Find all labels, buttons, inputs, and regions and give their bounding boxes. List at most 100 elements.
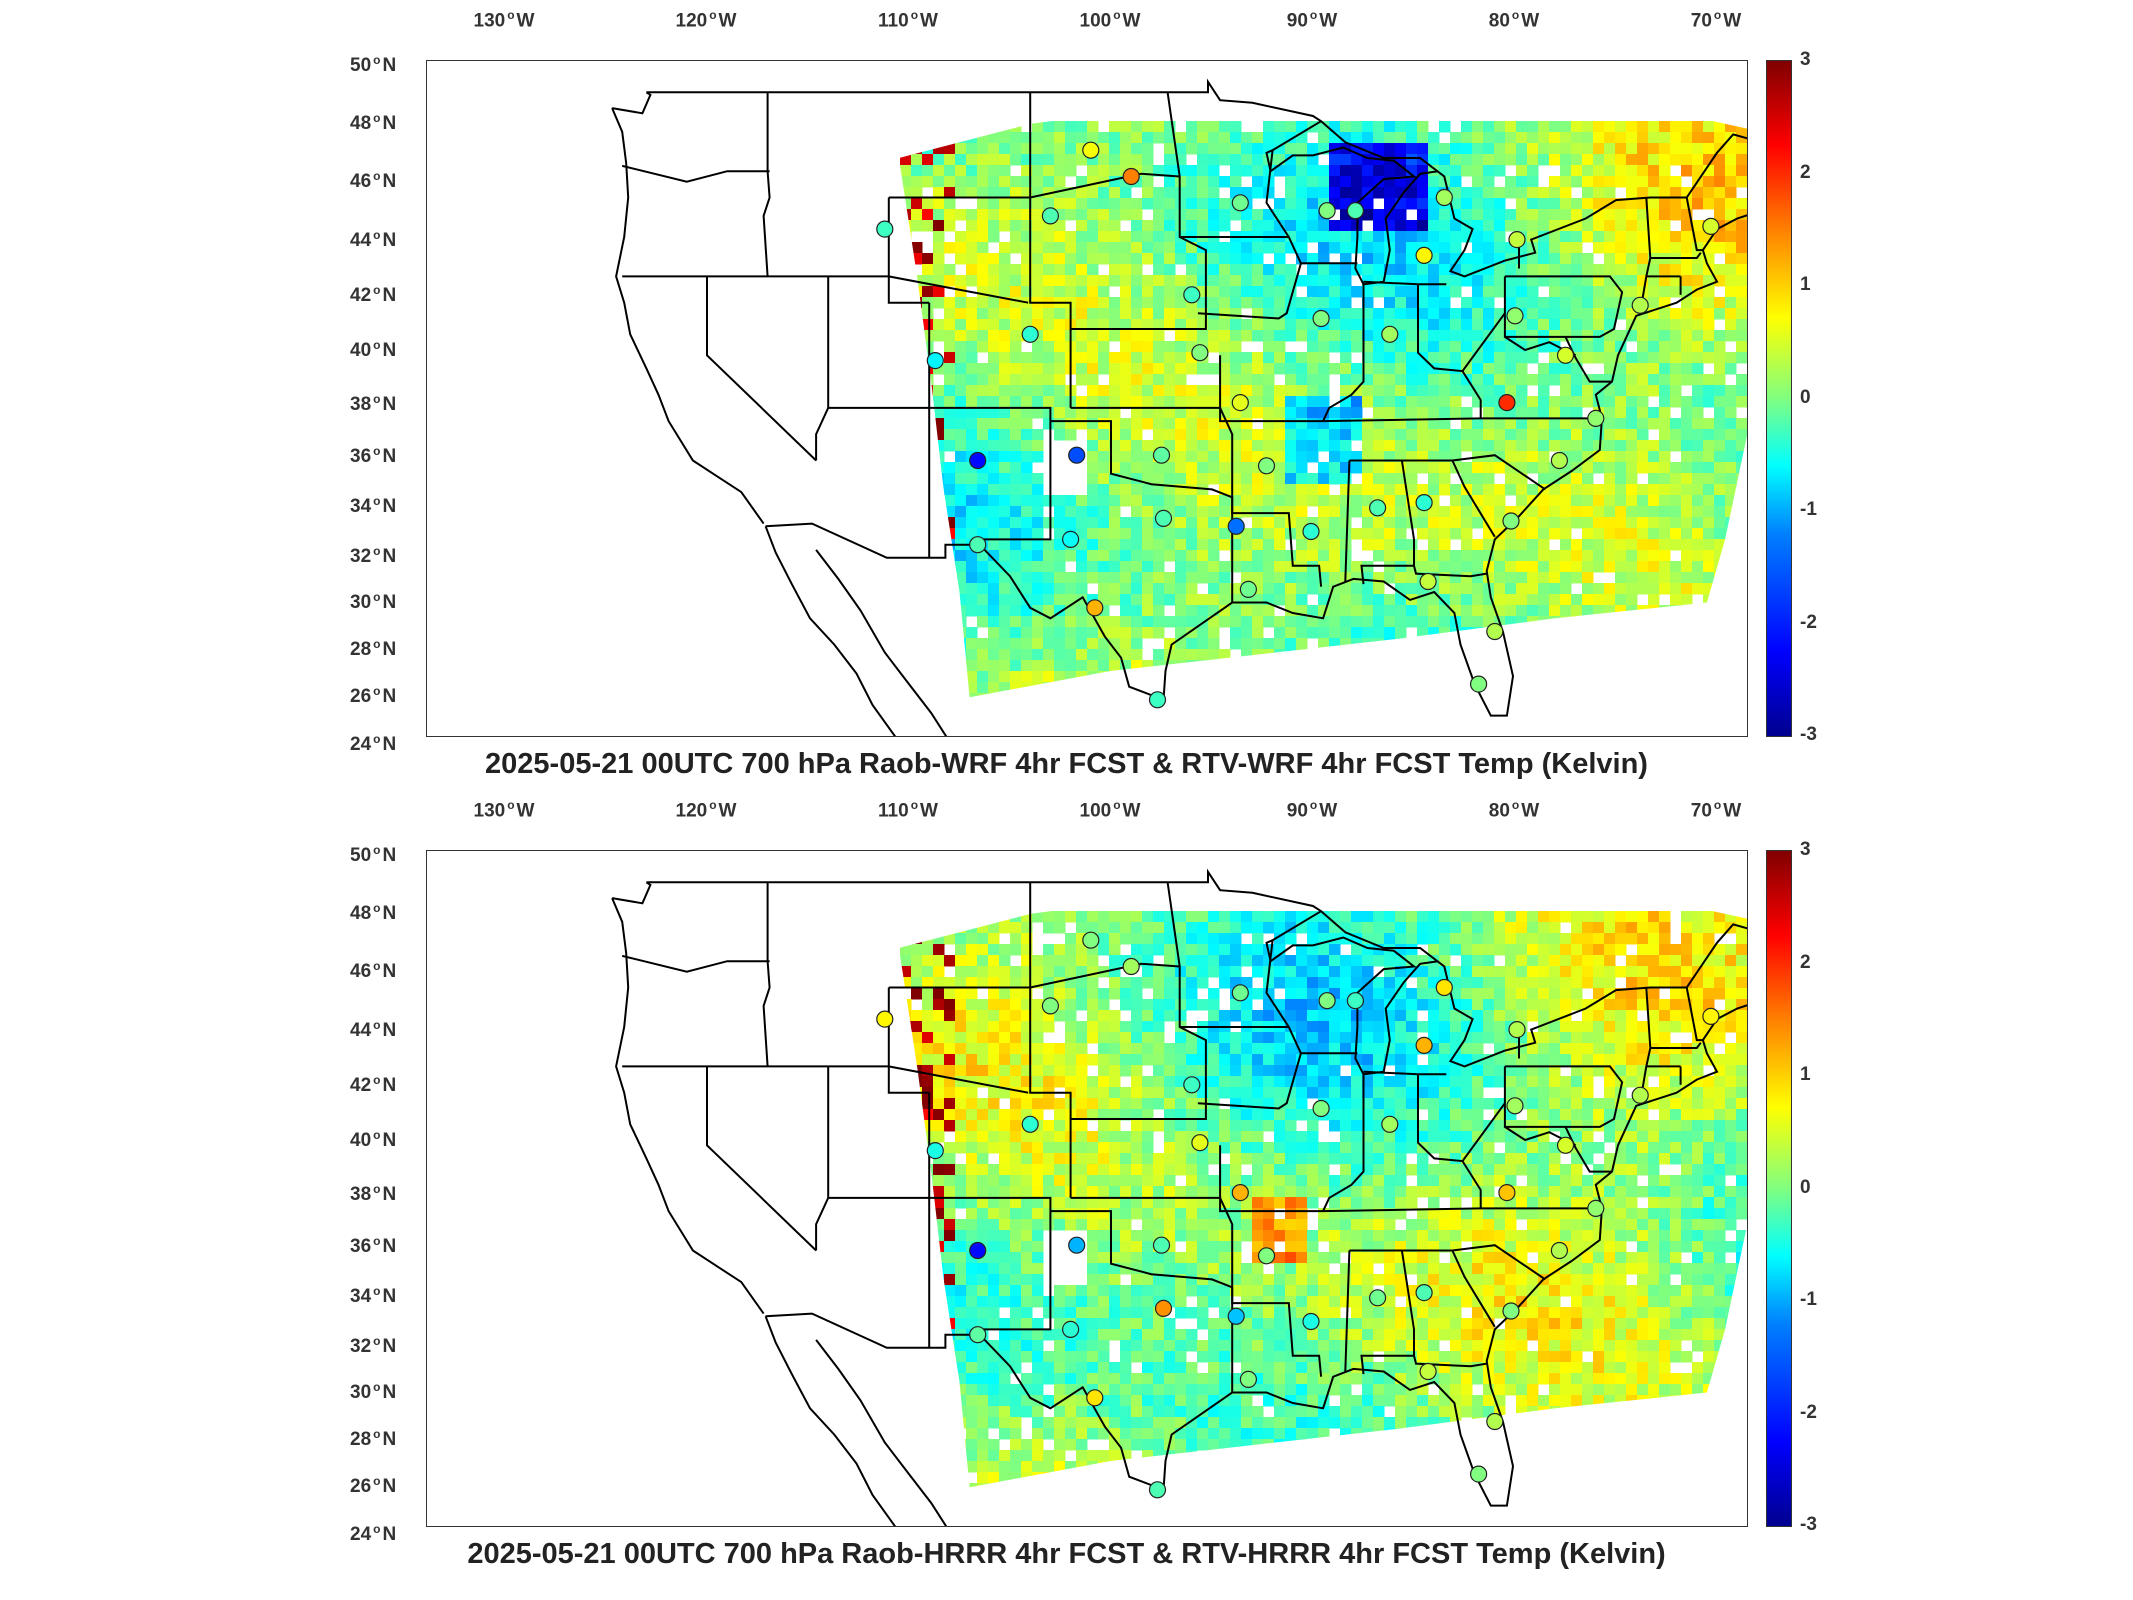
lat-hemisphere: N [382,903,397,925]
lat-value: 42 [350,1075,372,1097]
latitude-tick-label: 28 o N [350,1426,397,1451]
latitude-tick-label: 38 o N [350,1181,397,1206]
raob-station-marker [1227,1307,1245,1325]
raob-station-marker [1183,286,1201,304]
map-svg [611,868,1747,1526]
longitude-tick-label: 110 o W [878,8,938,32]
raob-station-marker [1502,1302,1520,1320]
raob-station-marker [1415,246,1433,264]
raob-station-marker [969,1241,987,1260]
lon-hemisphere: W [1723,10,1742,32]
latitude-tick-label: 32 o N [350,1333,397,1358]
lat-hemisphere: N [382,1236,397,1258]
panel-title: 2025-05-21 00UTC 700 hPa Raob-WRF 4hr FC… [485,748,1648,780]
raob-station-marker [1415,1284,1433,1302]
lat-hemisphere: N [382,546,397,568]
lat-hemisphere: N [382,1476,397,1498]
raob-station-marker [1231,984,1249,1002]
lat-value: 24 [350,734,372,756]
lat-value: 34 [350,1286,372,1308]
raob-station-marker [1257,457,1276,475]
raob-station-marker [1346,202,1365,220]
temperature-difference-field [898,121,1747,698]
lon-value: 90 [1286,10,1308,32]
lon-hemisphere: W [1723,800,1742,822]
lat-value: 36 [350,446,372,468]
colorbar-tick-label: 0 [1800,386,1811,408]
latitude-tick-label: 28 o N [350,636,397,661]
raob-station-marker [1631,296,1649,314]
raob-station-marker [1702,1007,1720,1025]
colorbar [1766,850,1792,1527]
lat-value: 32 [350,1336,372,1358]
lat-value: 50 [350,55,372,77]
lat-value: 44 [350,1020,372,1042]
lat-hemisphere: N [382,394,397,416]
raob-station-marker [1082,931,1100,949]
lat-hemisphere: N [382,496,397,518]
lat-value: 28 [350,639,372,661]
raob-station-marker [1086,1389,1104,1407]
map-panel-hrrr: 2025-05-21 00UTC 700 hPa Raob-HRRR 4hr F… [0,790,2133,1580]
raob-station-marker [969,451,987,470]
raob-station-marker [1154,509,1173,527]
longitude-tick-label: 80 o W [1488,8,1540,32]
lat-hemisphere: N [382,1075,397,1097]
raob-station-marker [1239,580,1258,599]
lat-value: 30 [350,592,372,614]
lat-value: 44 [350,230,372,252]
lat-hemisphere: N [382,171,397,193]
raob-station-marker [1502,512,1520,530]
raob-station-marker [1381,1115,1399,1133]
lon-value: 110 [878,800,909,822]
raob-station-marker [1239,1370,1258,1389]
colorbar-tick-label: 3 [1800,49,1811,70]
map-svg [611,78,1747,736]
raob-station-marker [1318,202,1336,220]
lon-value: 120 [675,10,708,32]
latitude-tick-label: 44 o N [350,227,397,252]
raob-station-marker [1498,1184,1516,1202]
longitude-tick-label: 100 o W [1079,798,1141,822]
latitude-tick-label: 30 o N [350,589,397,614]
raob-station-marker [1191,1134,1209,1152]
longitude-tick-label: 120 o W [675,798,737,822]
latitude-tick-label: 26 o N [350,1473,397,1498]
lon-value: 130 [473,800,506,822]
raob-station-marker [1068,446,1086,464]
latitude-tick-label: 42 o N [350,1072,397,1097]
lat-value: 40 [350,1130,372,1152]
lon-hemisphere: W [1319,800,1338,822]
raob-station-marker [1231,394,1249,412]
lon-value: 70 [1690,800,1712,822]
raob-station-marker [1419,1362,1437,1381]
lat-hemisphere: N [382,961,397,983]
raob-station-marker [1469,1465,1488,1483]
lat-hemisphere: N [382,845,397,867]
colorbar-tick-label: 3 [1800,839,1811,860]
latitude-tick-label: 26 o N [350,683,397,708]
lat-value: 26 [350,1476,372,1498]
raob-station-marker [1506,307,1524,325]
longitude-tick-label: 110 o W [878,798,938,822]
raob-station-marker [1702,217,1720,235]
longitude-tick-label: 130 o W [473,8,535,32]
raob-station-marker [1122,957,1140,976]
latitude-tick-label: 24 o N [350,1521,397,1546]
lat-hemisphere: N [382,686,397,708]
lat-value: 32 [350,546,372,568]
raob-station-marker [1231,194,1249,212]
lon-value: 90 [1286,800,1308,822]
raob-station-marker [926,352,944,370]
raob-station-marker [1021,325,1039,343]
lat-value: 24 [350,1524,372,1546]
lon-hemisphere: W [718,10,737,32]
lon-hemisphere: W [1122,10,1141,32]
temperature-difference-field [898,911,1747,1488]
raob-station-marker [1435,188,1453,207]
raob-station-marker [1312,309,1330,328]
boundary-lines [611,868,1747,1526]
latitude-tick-label: 40 o N [350,1127,397,1152]
colorbar-tick-label: -2 [1800,611,1817,633]
colorbar-tick-label: -3 [1800,1514,1817,1535]
